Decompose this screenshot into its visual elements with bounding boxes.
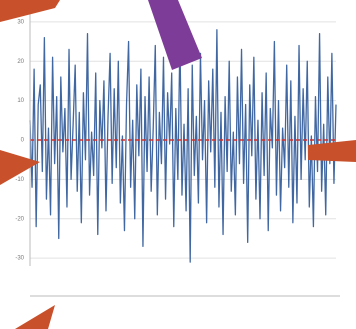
y-tick-label: -10 (15, 177, 24, 183)
arrow (308, 140, 356, 162)
y-tick-label: 20 (17, 59, 24, 65)
arrow (0, 0, 60, 22)
arrow (15, 305, 55, 329)
y-tick-label: 10 (17, 98, 24, 104)
y-tick-label: -20 (15, 216, 24, 222)
arrow (0, 150, 40, 185)
plot-area: -30 -20 -10 0 10 20 30 (15, 19, 337, 263)
y-tick-label: -30 (15, 256, 24, 262)
pointer-bar (148, 0, 202, 70)
y-tick-label: 30 (17, 19, 24, 25)
y-tick-label: 0 (21, 138, 25, 144)
series-line (29, 29, 337, 263)
